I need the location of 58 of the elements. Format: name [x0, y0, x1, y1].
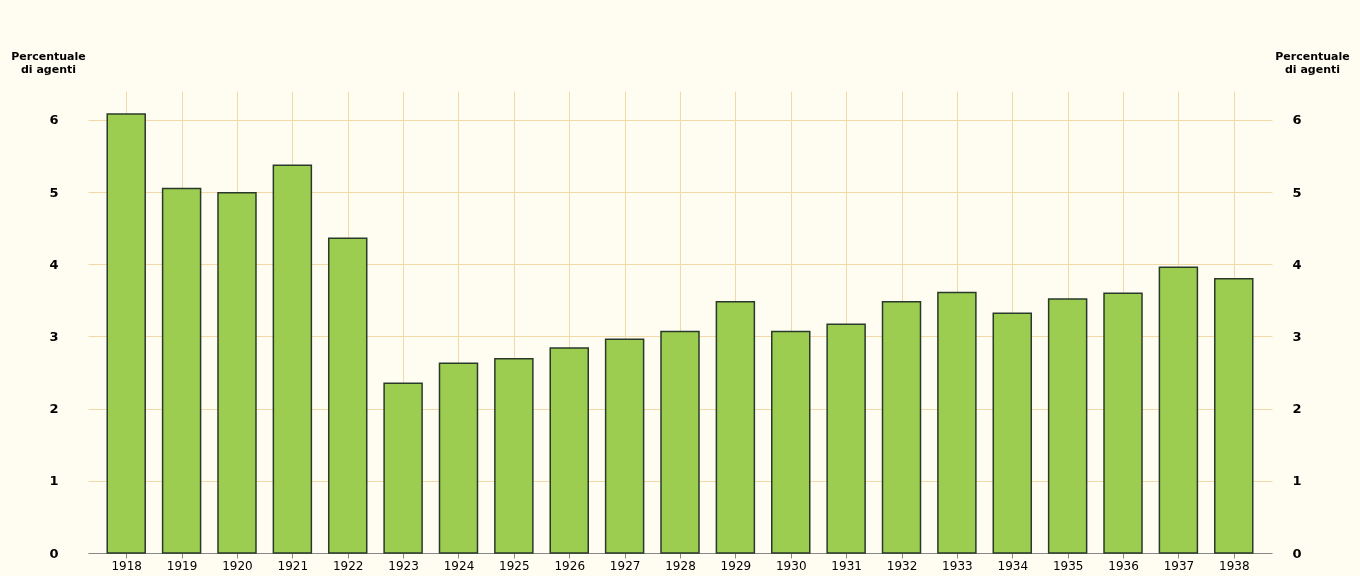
y2-tick-label: 4 [1292, 256, 1302, 272]
bar [604, 338, 645, 554]
bar [1158, 266, 1199, 554]
y2-axis-title: Percentuale di agenti [1275, 49, 1350, 76]
x-tick-label: 1930 [775, 558, 807, 573]
x-tick-label: 1931 [831, 558, 862, 573]
y2-tick-label: 2 [1292, 401, 1302, 417]
x-tick-label: 1935 [1052, 558, 1084, 573]
x-tick-label: 1918 [111, 558, 142, 573]
y-tick-label: 2 [49, 401, 59, 417]
bar [494, 358, 534, 554]
bar [1047, 298, 1088, 554]
y2-tick-label: 6 [1292, 112, 1302, 128]
y-tick-label: 1 [49, 473, 59, 489]
bar [161, 187, 202, 554]
x-tick-label: 1938 [1219, 558, 1250, 573]
bar [881, 301, 922, 554]
bar [826, 323, 866, 554]
x-tick-label: 1928 [665, 558, 696, 573]
x-tick-label: 1934 [997, 558, 1029, 573]
x-tick-label: 1926 [554, 558, 586, 573]
x-tick-label: 1932 [886, 558, 918, 573]
y-axis-title: Percentuale di agenti [11, 49, 86, 76]
bar [937, 291, 977, 554]
x-tick-label: 1920 [222, 558, 253, 573]
x-tick-label: 1921 [277, 558, 309, 573]
y2-tick-label: 3 [1292, 328, 1302, 344]
bar [660, 330, 700, 554]
bar [1103, 292, 1143, 554]
bar [438, 362, 479, 554]
y-tick-label: 4 [49, 256, 59, 272]
x-tick-label: 1924 [443, 558, 475, 573]
bar [1214, 277, 1254, 554]
x-tick-label: 1922 [332, 558, 364, 573]
y-tick-label: 6 [49, 112, 59, 128]
y-tick-label: 0 [49, 545, 59, 561]
bar [327, 237, 368, 554]
bar [272, 164, 313, 554]
bar [771, 330, 811, 554]
x-tick-label: 1925 [499, 558, 530, 573]
bar [106, 113, 146, 554]
y2-tick-label: 0 [1292, 545, 1302, 561]
bar [549, 347, 589, 554]
bar [992, 312, 1033, 554]
bar [715, 301, 756, 554]
x-tick-label: 1929 [720, 558, 752, 573]
y2-tick-label: 1 [1292, 473, 1302, 489]
y2-tick-label: 5 [1292, 184, 1302, 200]
x-tick-label: 1919 [166, 558, 198, 573]
bar [383, 382, 423, 554]
x-tick-label: 1933 [942, 558, 973, 573]
y-tick-label: 3 [49, 328, 59, 344]
x-tick-label: 1937 [1163, 558, 1195, 573]
bar [217, 192, 257, 554]
x-tick-label: 1923 [388, 558, 419, 573]
x-tick-label: 1936 [1108, 558, 1139, 573]
y-tick-label: 5 [49, 184, 59, 200]
x-tick-label: 1927 [609, 558, 641, 573]
